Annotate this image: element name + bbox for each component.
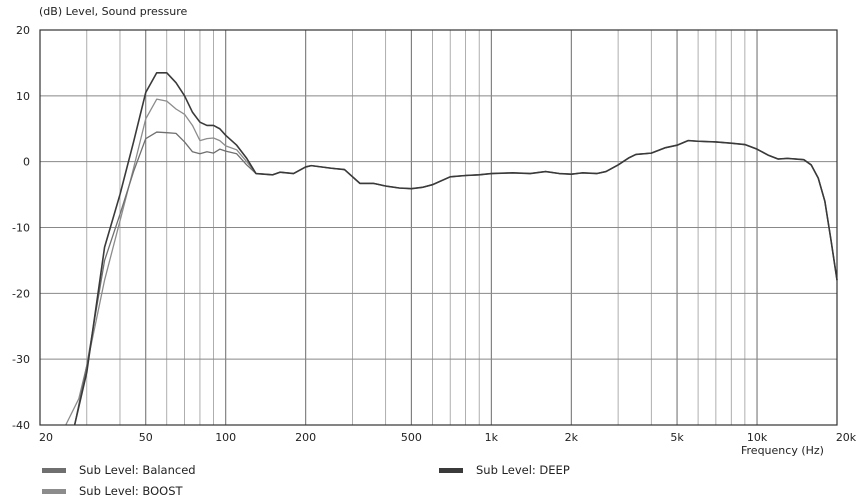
y-tick-label: 10 <box>16 90 30 103</box>
legend-label-boost: Sub Level: BOOST <box>79 484 183 498</box>
legend-swatch-balanced <box>42 467 66 473</box>
legend-item-boost: Sub Level: BOOST <box>42 484 183 498</box>
x-tick-label: 2k <box>565 431 579 444</box>
y-tick-label: -40 <box>12 419 30 432</box>
legend-swatch-deep <box>439 467 463 473</box>
x-tick-label: 1k <box>485 431 499 444</box>
x-tick-label: 20 <box>39 431 53 444</box>
legend-swatch-boost <box>42 488 66 494</box>
legend-item-deep: Sub Level: DEEP <box>439 463 570 477</box>
y-tick-label: 20 <box>16 24 30 37</box>
grid-lines <box>40 30 837 425</box>
series-line-sub-level-deep <box>73 71 838 426</box>
x-tick-label: 5k <box>670 431 684 444</box>
y-tick-label: -20 <box>12 287 30 300</box>
x-tick-label: 500 <box>401 431 422 444</box>
legend-item-balanced: Sub Level: Balanced <box>42 463 196 477</box>
y-tick-label: -30 <box>12 353 30 366</box>
x-tick-label: 200 <box>295 431 316 444</box>
x-tick-label: 50 <box>139 431 153 444</box>
legend-label-deep: Sub Level: DEEP <box>476 463 570 477</box>
x-axis-label: Frequency (Hz) <box>741 444 824 457</box>
x-tick-label: 100 <box>215 431 236 444</box>
x-tick-label: 20k <box>836 431 857 444</box>
plot-frame <box>39 29 838 426</box>
series-lines <box>65 71 838 426</box>
y-tick-label: -10 <box>12 222 30 235</box>
chart-title: (dB) Level, Sound pressure <box>39 5 188 18</box>
x-tick-label: 10k <box>747 431 768 444</box>
series-line-sub-level-boost <box>65 98 838 426</box>
legend-label-balanced: Sub Level: Balanced <box>79 463 196 477</box>
y-tick-label: 0 <box>23 156 30 169</box>
